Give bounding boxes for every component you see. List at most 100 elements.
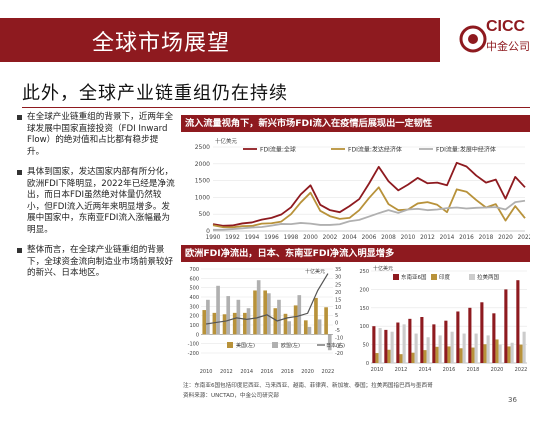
bar bbox=[435, 346, 439, 363]
series-line bbox=[205, 273, 329, 325]
legend-label: 东南亚6国 bbox=[401, 273, 427, 281]
divider bbox=[22, 107, 530, 108]
bar bbox=[307, 326, 312, 335]
bar bbox=[486, 335, 490, 363]
bar bbox=[375, 353, 379, 363]
y-tick-label: 300 bbox=[189, 304, 199, 310]
x-tick-label: 2010 bbox=[401, 235, 416, 241]
x-tick-label: 2002 bbox=[323, 235, 338, 241]
bar bbox=[423, 350, 427, 363]
y2-tick-label: -10 bbox=[335, 336, 343, 342]
bar bbox=[303, 320, 308, 335]
bar bbox=[253, 290, 257, 335]
slide-subtitle: 此外，全球产业链重组仍在持续 bbox=[22, 83, 288, 104]
logo-sub: 中金公司 bbox=[486, 40, 530, 53]
bar bbox=[468, 307, 472, 363]
bar bbox=[327, 334, 332, 351]
bar bbox=[399, 354, 403, 363]
bar bbox=[447, 346, 451, 363]
unit-label: 十亿美元 bbox=[373, 265, 393, 272]
y-tick-label: 0 bbox=[366, 361, 369, 367]
y-tick-label: 0 bbox=[206, 228, 210, 235]
x-tick-label: 2022 bbox=[518, 235, 530, 241]
bar bbox=[212, 312, 217, 335]
y2-tick-label: -15 bbox=[335, 343, 343, 349]
x-tick-label: 2020 bbox=[301, 369, 314, 375]
x-tick-label: 1994 bbox=[245, 235, 260, 241]
bullet-marker bbox=[17, 170, 22, 175]
logo-brand: CICC bbox=[486, 18, 526, 35]
bar bbox=[483, 344, 487, 363]
bar bbox=[236, 299, 241, 335]
legend-swatch bbox=[393, 274, 399, 280]
bar bbox=[243, 312, 247, 335]
chart2-title: 欧洲FDI净流出，日本、东南亚FDI净流入明显增多 bbox=[181, 245, 530, 262]
legend-label: FDI流量:发展中经济体 bbox=[436, 146, 496, 154]
series-line bbox=[212, 161, 526, 227]
bar bbox=[396, 322, 400, 363]
bar bbox=[414, 333, 418, 363]
bar bbox=[387, 349, 391, 363]
y-tick-label: 1500 bbox=[195, 178, 210, 185]
x-tick-label: 2006 bbox=[362, 235, 377, 241]
y2-tick-label: 20 bbox=[335, 290, 341, 296]
x-tick-label: 2016 bbox=[443, 367, 456, 373]
x-tick-label: 1992 bbox=[225, 235, 240, 241]
bar bbox=[462, 333, 466, 363]
bar bbox=[314, 297, 318, 335]
bar bbox=[372, 326, 376, 363]
legend-swatch bbox=[227, 342, 233, 348]
bar bbox=[324, 307, 328, 335]
bullet-marker bbox=[17, 115, 22, 120]
bar bbox=[432, 324, 436, 363]
y2-tick-label: 30 bbox=[335, 275, 341, 281]
bar bbox=[507, 346, 511, 363]
bar bbox=[498, 344, 502, 363]
bar bbox=[277, 299, 281, 335]
x-tick-label: 2012 bbox=[220, 369, 233, 375]
x-tick-label: 2014 bbox=[440, 235, 455, 241]
us-eu-japan-chart: -200-1000100200300400500600700-20-15-10-… bbox=[188, 267, 345, 375]
bullet-text: 具体到国家，发达国家内部有所分化，欧洲FDI下降明显，2022年已经是净流出，而… bbox=[27, 167, 175, 235]
y-tick-label: 100 bbox=[189, 323, 199, 329]
y-tick-label: 200 bbox=[359, 287, 369, 293]
bar bbox=[474, 333, 478, 363]
bar bbox=[495, 339, 499, 363]
y-tick-label: 600 bbox=[189, 276, 199, 282]
x-tick-label: 2014 bbox=[419, 367, 432, 373]
unit-label: 十亿美元 bbox=[215, 137, 238, 145]
bar bbox=[378, 328, 382, 363]
x-tick-label: 2022 bbox=[322, 369, 335, 375]
fdi-line-chart: 0 500 1000 1500 2000 2500 1990 1992 1994 1996 1998… bbox=[195, 137, 530, 241]
y-tick-label: 2500 bbox=[195, 144, 210, 151]
x-tick-label: 2022 bbox=[515, 367, 528, 373]
y2-tick-label: 10 bbox=[335, 305, 341, 311]
bar bbox=[206, 299, 210, 335]
page-number: 36 bbox=[508, 396, 517, 404]
bar bbox=[216, 285, 220, 335]
page-title: 全球市场展望 bbox=[92, 31, 231, 56]
x-tick-label: 2016 bbox=[261, 369, 274, 375]
legend-swatch bbox=[431, 274, 437, 280]
legend-swatch bbox=[272, 342, 278, 348]
bullet-item: 整体而言，在全球产业链重组的背景下，全球资金流向制造业市场前景较好的新兴、日本地… bbox=[17, 245, 175, 280]
source-note: 资料来源：UNCTAD，中金公司研究部 bbox=[183, 393, 280, 399]
bar bbox=[444, 320, 448, 363]
header: 全球市场展望 CICC 中金公司 bbox=[0, 0, 550, 68]
bar bbox=[504, 289, 508, 363]
bar bbox=[246, 308, 251, 335]
y-tick-label: 2000 bbox=[195, 161, 210, 168]
x-tick-label: 2004 bbox=[342, 235, 357, 241]
bar bbox=[317, 319, 322, 335]
x-tick-label: 2010 bbox=[371, 367, 384, 373]
bar bbox=[459, 348, 463, 363]
bar bbox=[471, 347, 475, 363]
bullet-item: 在全球产业链重组的背景下，近两年全球发展中国家直接投资（FDI Inward F… bbox=[17, 112, 175, 158]
x-tick-label: 1998 bbox=[284, 235, 299, 241]
bar bbox=[522, 331, 526, 363]
cicc-logo bbox=[459, 25, 487, 53]
x-tick-label: 2012 bbox=[420, 235, 435, 241]
footnote: 注：东南亚6国包括印度尼西亚、马来西亚、越南、菲律宾、新加坡、泰国；拉美两国指巴… bbox=[183, 383, 433, 389]
series-line bbox=[212, 199, 526, 231]
bar bbox=[256, 280, 261, 335]
